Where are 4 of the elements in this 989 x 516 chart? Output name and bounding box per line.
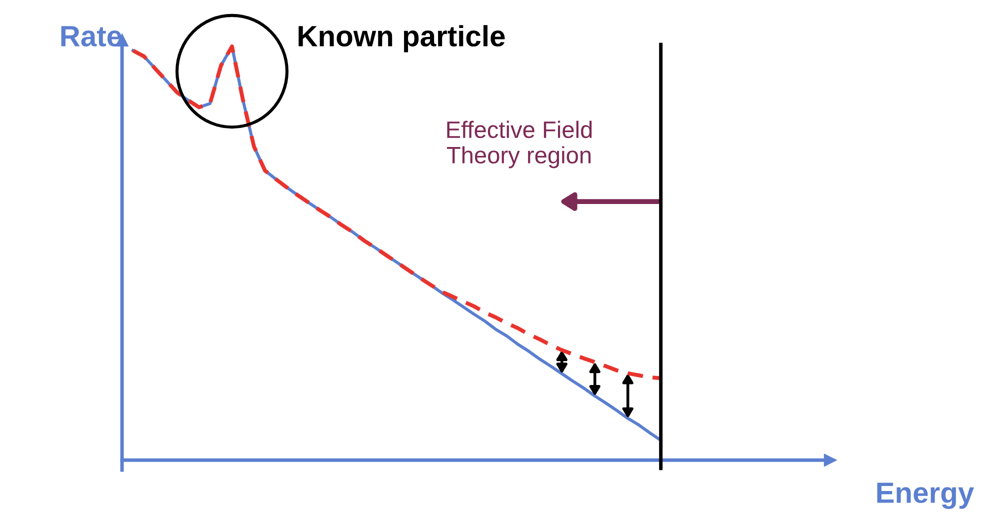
text: Energy [877, 482, 974, 509]
annotation: Known particle [298, 25, 505, 52]
y-axis-title: Rate [61, 26, 122, 47]
annotation: Effective Field Theory region [446, 120, 592, 168]
